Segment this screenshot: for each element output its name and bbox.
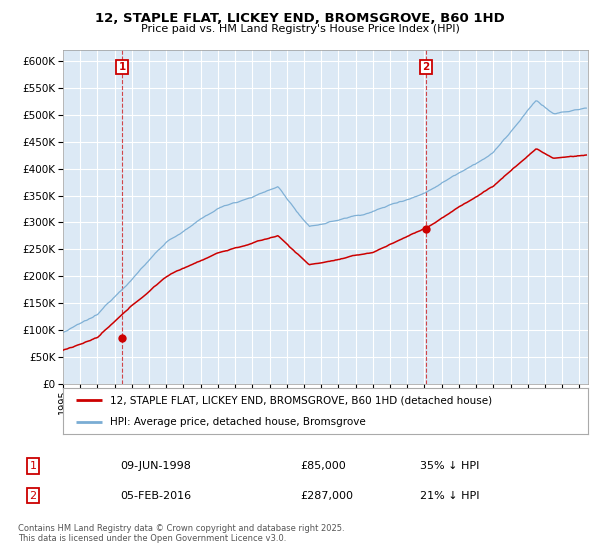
Text: £85,000: £85,000 bbox=[300, 461, 346, 471]
Text: HPI: Average price, detached house, Bromsgrove: HPI: Average price, detached house, Brom… bbox=[110, 417, 366, 427]
Text: 1: 1 bbox=[119, 62, 126, 72]
Text: 12, STAPLE FLAT, LICKEY END, BROMSGROVE, B60 1HD: 12, STAPLE FLAT, LICKEY END, BROMSGROVE,… bbox=[95, 12, 505, 25]
Text: 1: 1 bbox=[29, 461, 37, 471]
Text: 21% ↓ HPI: 21% ↓ HPI bbox=[420, 491, 479, 501]
Text: 35% ↓ HPI: 35% ↓ HPI bbox=[420, 461, 479, 471]
Text: Contains HM Land Registry data © Crown copyright and database right 2025.
This d: Contains HM Land Registry data © Crown c… bbox=[18, 524, 344, 543]
Text: Price paid vs. HM Land Registry's House Price Index (HPI): Price paid vs. HM Land Registry's House … bbox=[140, 24, 460, 34]
Text: 05-FEB-2016: 05-FEB-2016 bbox=[120, 491, 191, 501]
Text: 09-JUN-1998: 09-JUN-1998 bbox=[120, 461, 191, 471]
Text: 2: 2 bbox=[422, 62, 430, 72]
Text: 2: 2 bbox=[29, 491, 37, 501]
Text: 12, STAPLE FLAT, LICKEY END, BROMSGROVE, B60 1HD (detached house): 12, STAPLE FLAT, LICKEY END, BROMSGROVE,… bbox=[110, 395, 493, 405]
Text: £287,000: £287,000 bbox=[300, 491, 353, 501]
